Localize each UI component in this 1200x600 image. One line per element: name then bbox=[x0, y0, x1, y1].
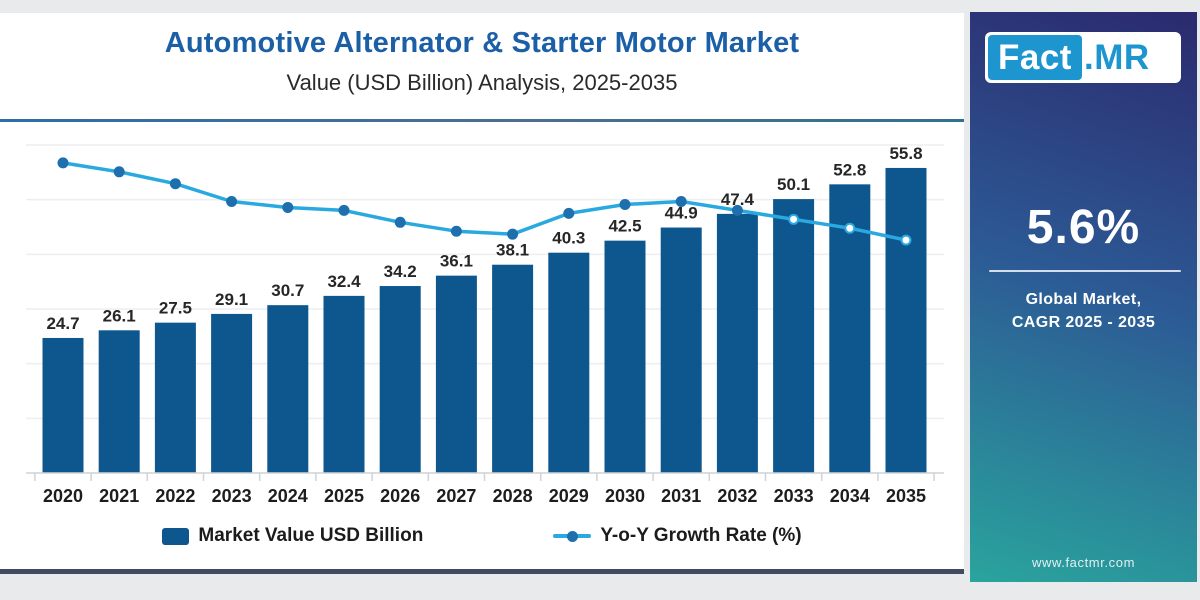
x-axis-year-label: 2026 bbox=[380, 486, 420, 506]
growth-rate-marker bbox=[113, 166, 125, 178]
growth-rate-marker bbox=[450, 225, 462, 237]
x-axis-year-label: 2029 bbox=[549, 486, 589, 506]
bar-value-label: 55.8 bbox=[889, 144, 922, 163]
x-axis-year-label: 2033 bbox=[774, 486, 814, 506]
bar-value-label: 50.1 bbox=[777, 175, 810, 194]
growth-rate-marker bbox=[57, 157, 69, 169]
growth-rate-line bbox=[61, 161, 908, 242]
chart-title: Automotive Alternator & Starter Motor Ma… bbox=[164, 27, 800, 59]
x-axis-year-label: 2023 bbox=[212, 486, 252, 506]
cagr-caption-line1: Global Market, bbox=[1025, 291, 1142, 308]
x-axis-year-label: 2020 bbox=[43, 486, 83, 506]
x-axis-year-label: 2021 bbox=[99, 486, 139, 506]
growth-rate-marker bbox=[900, 234, 912, 246]
market-value-bar bbox=[267, 305, 309, 473]
brand-sidebar: Fact .MR 5.6% Global Market, CAGR 2025 -… bbox=[970, 12, 1197, 582]
bar-value-label: 27.5 bbox=[159, 299, 192, 318]
legend-label-growth-rate: Y-o-Y Growth Rate (%) bbox=[600, 525, 802, 546]
growth-rate-marker bbox=[394, 216, 406, 228]
bar-value-label: 36.1 bbox=[440, 252, 473, 271]
bar-value-label: 29.1 bbox=[215, 290, 248, 309]
x-axis-year-label: 2031 bbox=[661, 486, 701, 506]
market-value-bar bbox=[773, 199, 815, 473]
legend-label-market-value: Market Value USD Billion bbox=[198, 525, 424, 546]
growth-rate-marker bbox=[282, 201, 294, 213]
growth-rate-marker bbox=[507, 228, 519, 240]
title-divider bbox=[0, 119, 964, 122]
bar-value-label: 34.2 bbox=[384, 262, 417, 281]
chart-legend: Market Value USD Billion Y-o-Y Growth Ra… bbox=[0, 525, 964, 547]
market-value-bar bbox=[98, 330, 140, 473]
x-axis-year-label: 2035 bbox=[886, 486, 926, 506]
x-axis-year-label: 2032 bbox=[717, 486, 757, 506]
bar-value-label: 32.4 bbox=[327, 272, 361, 291]
x-axis-year-label: 2027 bbox=[436, 486, 476, 506]
growth-rate-marker bbox=[619, 198, 631, 210]
market-value-bar bbox=[323, 295, 365, 473]
factmr-logo: Fact .MR bbox=[985, 32, 1181, 83]
logo-mr-text: .MR bbox=[1083, 37, 1150, 77]
chart-subtitle: Value (USD Billion) Analysis, 2025-2035 bbox=[286, 70, 678, 95]
market-value-bar bbox=[716, 213, 758, 473]
bar-value-label: 52.8 bbox=[833, 160, 866, 179]
chart-card: Automotive Alternator & Starter Motor Ma… bbox=[0, 13, 964, 574]
market-value-bar bbox=[885, 167, 927, 473]
growth-rate-marker bbox=[731, 204, 743, 216]
market-value-bar bbox=[435, 275, 477, 473]
bar-value-label: 42.5 bbox=[608, 217, 641, 236]
bar-value-label: 40.3 bbox=[552, 229, 585, 248]
market-value-bar bbox=[492, 264, 534, 473]
cagr-value: 5.6% bbox=[1026, 201, 1141, 254]
x-axis-year-label: 2028 bbox=[493, 486, 533, 506]
growth-rate-marker bbox=[169, 178, 181, 190]
line-marker-icon bbox=[553, 530, 592, 542]
market-value-bar bbox=[660, 227, 702, 473]
website-url: www.factmr.com bbox=[1031, 555, 1136, 570]
cagr-caption: Global Market, CAGR 2025 - 2035 bbox=[970, 288, 1197, 334]
market-value-bar bbox=[379, 286, 421, 473]
market-value-bar bbox=[548, 252, 590, 473]
x-axis-year-label: 2022 bbox=[155, 486, 195, 506]
legend-item-market-value: Market Value USD Billion bbox=[162, 525, 423, 547]
chart-svg: 24.7 26.1 27.5 29.1 30.7 32.4 34.2 36.1 38.1 40.3… bbox=[26, 144, 944, 506]
market-value-bar bbox=[211, 313, 253, 473]
growth-rate-marker bbox=[338, 204, 350, 216]
bar-value-label: 30.7 bbox=[271, 281, 304, 300]
x-axis-year-label: 2024 bbox=[268, 486, 308, 506]
x-axis-year-label: 2034 bbox=[830, 486, 870, 506]
legend-item-growth-rate: Y-o-Y Growth Rate (%) bbox=[553, 525, 802, 547]
bar-value-label: 47.4 bbox=[721, 190, 755, 209]
x-axis-year-label: 2025 bbox=[324, 486, 364, 506]
growth-rate-marker bbox=[844, 222, 856, 234]
growth-rate-marker bbox=[563, 207, 575, 219]
market-value-bar bbox=[604, 240, 646, 473]
logo-fact-box: Fact bbox=[988, 35, 1082, 80]
bar-value-label: 44.9 bbox=[665, 204, 698, 223]
growth-rate-marker bbox=[226, 196, 238, 208]
sidebar-divider bbox=[989, 270, 1181, 272]
bar-value-label: 38.1 bbox=[496, 241, 529, 260]
bar-value-label: 24.7 bbox=[46, 314, 79, 333]
growth-rate-marker bbox=[675, 196, 687, 208]
x-axis-year-label: 2030 bbox=[605, 486, 645, 506]
growth-rate-marker bbox=[788, 213, 800, 225]
cagr-caption-line2: CAGR 2025 - 2035 bbox=[1011, 314, 1156, 332]
market-value-bar bbox=[154, 322, 196, 473]
bar-swatch-icon bbox=[162, 527, 190, 545]
bar-value-label: 26.1 bbox=[103, 306, 136, 325]
market-value-bar bbox=[42, 337, 84, 473]
